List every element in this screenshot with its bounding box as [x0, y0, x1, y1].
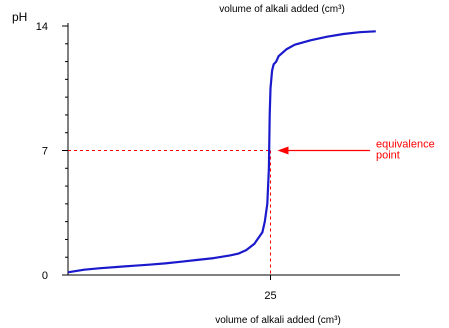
axis-ticks: 0 7 14 25	[36, 21, 277, 302]
y-tick-label: 14	[36, 21, 48, 33]
chart-title: volume of alkali added (cm³)	[219, 4, 345, 15]
equivalence-label-line2: point	[376, 150, 400, 162]
equivalence-arrow-head	[277, 146, 289, 155]
x-tick-label: 25	[264, 290, 276, 302]
y-axis-label: pH	[12, 10, 27, 24]
equivalence-annotation: equivalence point	[277, 139, 435, 162]
y-tick-label: 7	[42, 146, 48, 158]
titration-curve	[67, 30, 376, 274]
equivalence-guides	[68, 150, 271, 275]
equivalence-label-line1: equivalence	[376, 139, 435, 151]
y-tick-label: 0	[42, 270, 48, 282]
x-axis-label: volume of alkali added (cm³)	[215, 315, 341, 326]
